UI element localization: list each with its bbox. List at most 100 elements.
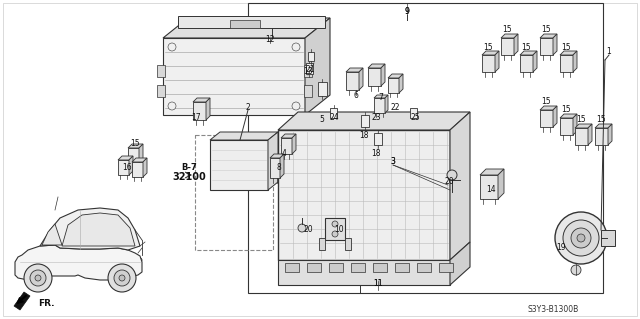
Text: 12: 12 (265, 35, 275, 44)
Circle shape (563, 220, 599, 256)
Polygon shape (118, 156, 133, 160)
Bar (395, 263, 409, 272)
Text: 6: 6 (353, 91, 358, 100)
Polygon shape (178, 16, 325, 28)
Text: 24: 24 (329, 114, 339, 122)
Text: 7: 7 (379, 93, 383, 102)
Polygon shape (540, 38, 553, 55)
Text: 32100: 32100 (172, 172, 206, 182)
Text: 8: 8 (276, 164, 282, 173)
Polygon shape (62, 213, 135, 246)
Polygon shape (14, 292, 30, 310)
Polygon shape (305, 18, 330, 115)
Text: 13: 13 (303, 68, 313, 77)
Text: 5: 5 (319, 115, 324, 124)
Polygon shape (270, 158, 280, 178)
Ellipse shape (134, 257, 142, 263)
Polygon shape (278, 260, 450, 285)
Bar (230, 20, 260, 28)
Polygon shape (482, 51, 499, 55)
Polygon shape (520, 55, 533, 72)
Text: 14: 14 (486, 186, 496, 195)
Polygon shape (480, 169, 504, 175)
Polygon shape (210, 132, 278, 140)
Polygon shape (278, 130, 450, 260)
Polygon shape (346, 72, 359, 90)
Bar (157, 65, 165, 77)
Bar (374, 133, 382, 145)
Circle shape (108, 264, 136, 292)
Bar (318, 82, 327, 96)
Text: 20: 20 (444, 177, 454, 187)
Text: 16: 16 (122, 164, 132, 173)
Polygon shape (573, 114, 577, 135)
Text: 9: 9 (404, 8, 410, 17)
Polygon shape (573, 51, 577, 72)
Polygon shape (560, 55, 573, 72)
Bar (307, 263, 321, 272)
Text: B-7: B-7 (181, 164, 197, 173)
Circle shape (168, 102, 176, 110)
Polygon shape (346, 68, 363, 72)
Text: 9: 9 (404, 8, 410, 17)
Text: 21: 21 (305, 65, 315, 75)
Text: 15: 15 (561, 42, 571, 51)
Polygon shape (381, 64, 385, 86)
Polygon shape (498, 169, 504, 199)
Circle shape (571, 228, 591, 248)
Bar (410, 108, 417, 118)
Polygon shape (595, 124, 612, 128)
Polygon shape (482, 55, 495, 72)
Text: 2: 2 (246, 103, 250, 113)
Polygon shape (118, 160, 129, 175)
Polygon shape (15, 245, 142, 280)
Bar (157, 85, 165, 97)
Circle shape (35, 275, 41, 281)
Polygon shape (129, 156, 133, 175)
Text: 11: 11 (373, 279, 383, 288)
Polygon shape (553, 106, 557, 127)
Polygon shape (132, 158, 147, 162)
Bar (304, 85, 312, 97)
Polygon shape (450, 242, 470, 285)
Text: S3Y3-B1300B: S3Y3-B1300B (527, 306, 579, 315)
Polygon shape (480, 175, 498, 199)
Text: 10: 10 (334, 226, 344, 234)
Circle shape (24, 264, 52, 292)
Polygon shape (143, 158, 147, 177)
Polygon shape (520, 51, 537, 55)
Text: 15: 15 (483, 42, 493, 51)
Polygon shape (368, 64, 385, 68)
Polygon shape (540, 106, 557, 110)
Polygon shape (553, 34, 557, 55)
Bar (417, 263, 431, 272)
Polygon shape (368, 68, 381, 86)
Bar (285, 263, 299, 272)
Polygon shape (540, 110, 553, 127)
Bar (330, 108, 337, 118)
Polygon shape (163, 18, 330, 38)
Polygon shape (268, 132, 278, 190)
Polygon shape (374, 95, 388, 98)
Text: 4: 4 (282, 149, 287, 158)
Polygon shape (42, 224, 62, 245)
Text: FR.: FR. (38, 299, 54, 308)
Polygon shape (595, 128, 608, 145)
Bar (248, 3, 603, 293)
Circle shape (555, 212, 607, 264)
Text: 17: 17 (191, 114, 201, 122)
Polygon shape (281, 134, 296, 138)
Text: 25: 25 (410, 114, 420, 122)
Polygon shape (540, 34, 557, 38)
Text: 1: 1 (607, 48, 611, 56)
Polygon shape (533, 51, 537, 72)
Text: 3: 3 (390, 158, 396, 167)
Polygon shape (128, 144, 143, 148)
Circle shape (292, 43, 300, 51)
Circle shape (298, 224, 306, 232)
Text: 15: 15 (596, 115, 606, 124)
Circle shape (30, 270, 46, 286)
Polygon shape (163, 38, 305, 115)
Polygon shape (560, 51, 577, 55)
Polygon shape (450, 112, 470, 260)
